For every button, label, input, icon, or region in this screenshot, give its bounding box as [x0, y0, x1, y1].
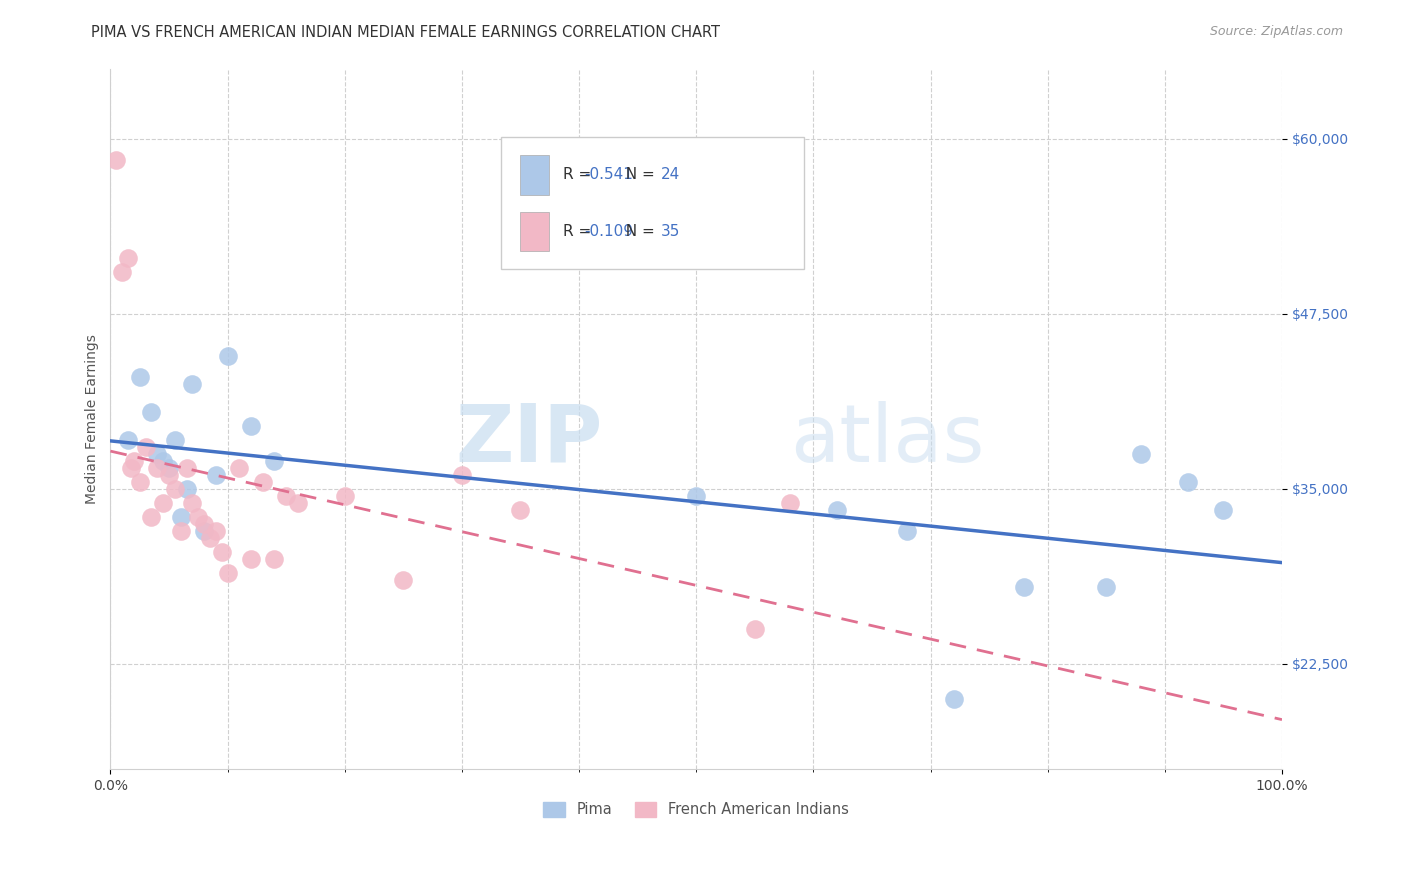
Point: [1212, 503, 1234, 517]
Text: 35: 35: [661, 224, 681, 239]
Point: [198, 531, 221, 545]
Point: [193, 524, 215, 538]
Point: [228, 460, 250, 475]
Point: [117, 433, 139, 447]
Point: [157, 460, 180, 475]
Point: [135, 440, 157, 454]
Point: [240, 418, 263, 433]
Point: [181, 496, 204, 510]
Point: [163, 433, 186, 447]
Legend: Pima, French American Indians: Pima, French American Indians: [536, 795, 856, 825]
Point: [170, 524, 193, 538]
Point: [146, 447, 169, 461]
Point: [276, 489, 298, 503]
Point: [1130, 447, 1153, 461]
Point: [122, 454, 145, 468]
Point: [152, 496, 174, 510]
Point: [1095, 580, 1118, 594]
Point: [451, 467, 474, 482]
Point: [896, 524, 918, 538]
Point: [825, 503, 848, 517]
Point: [170, 509, 193, 524]
Point: [128, 475, 150, 489]
Point: [163, 482, 186, 496]
Point: [141, 405, 163, 419]
Text: -0.541: -0.541: [585, 168, 634, 182]
Point: [176, 482, 198, 496]
Point: [146, 460, 169, 475]
Point: [187, 509, 209, 524]
Point: [193, 516, 215, 531]
Point: [685, 489, 707, 503]
Text: atlas: atlas: [790, 401, 984, 479]
Point: [1177, 475, 1199, 489]
Point: [205, 524, 228, 538]
Text: -0.109: -0.109: [585, 224, 634, 239]
Point: [176, 460, 198, 475]
Point: [333, 489, 356, 503]
Point: [217, 566, 239, 580]
Point: [205, 467, 228, 482]
Point: [240, 551, 263, 566]
Point: [942, 692, 965, 706]
Point: [744, 622, 766, 636]
Point: [181, 376, 204, 391]
Point: [121, 460, 143, 475]
Point: [779, 496, 801, 510]
Y-axis label: Median Female Earnings: Median Female Earnings: [86, 334, 100, 504]
Point: [141, 509, 163, 524]
Point: [509, 503, 531, 517]
Text: Source: ZipAtlas.com: Source: ZipAtlas.com: [1209, 25, 1343, 38]
Point: [263, 551, 285, 566]
Point: [287, 496, 309, 510]
Point: [111, 265, 134, 279]
Point: [263, 454, 285, 468]
Point: [392, 573, 415, 587]
Text: 24: 24: [661, 168, 681, 182]
Point: [117, 251, 139, 265]
Text: PIMA VS FRENCH AMERICAN INDIAN MEDIAN FEMALE EARNINGS CORRELATION CHART: PIMA VS FRENCH AMERICAN INDIAN MEDIAN FE…: [91, 25, 720, 40]
Point: [128, 369, 150, 384]
Point: [211, 545, 233, 559]
Text: N =: N =: [616, 168, 659, 182]
Point: [105, 153, 128, 167]
Text: R =: R =: [562, 224, 596, 239]
Point: [217, 349, 239, 363]
Text: N =: N =: [616, 224, 659, 239]
Point: [152, 454, 174, 468]
Point: [1012, 580, 1035, 594]
Text: ZIP: ZIP: [456, 401, 602, 479]
Point: [252, 475, 274, 489]
Point: [157, 467, 180, 482]
Text: R =: R =: [562, 168, 596, 182]
